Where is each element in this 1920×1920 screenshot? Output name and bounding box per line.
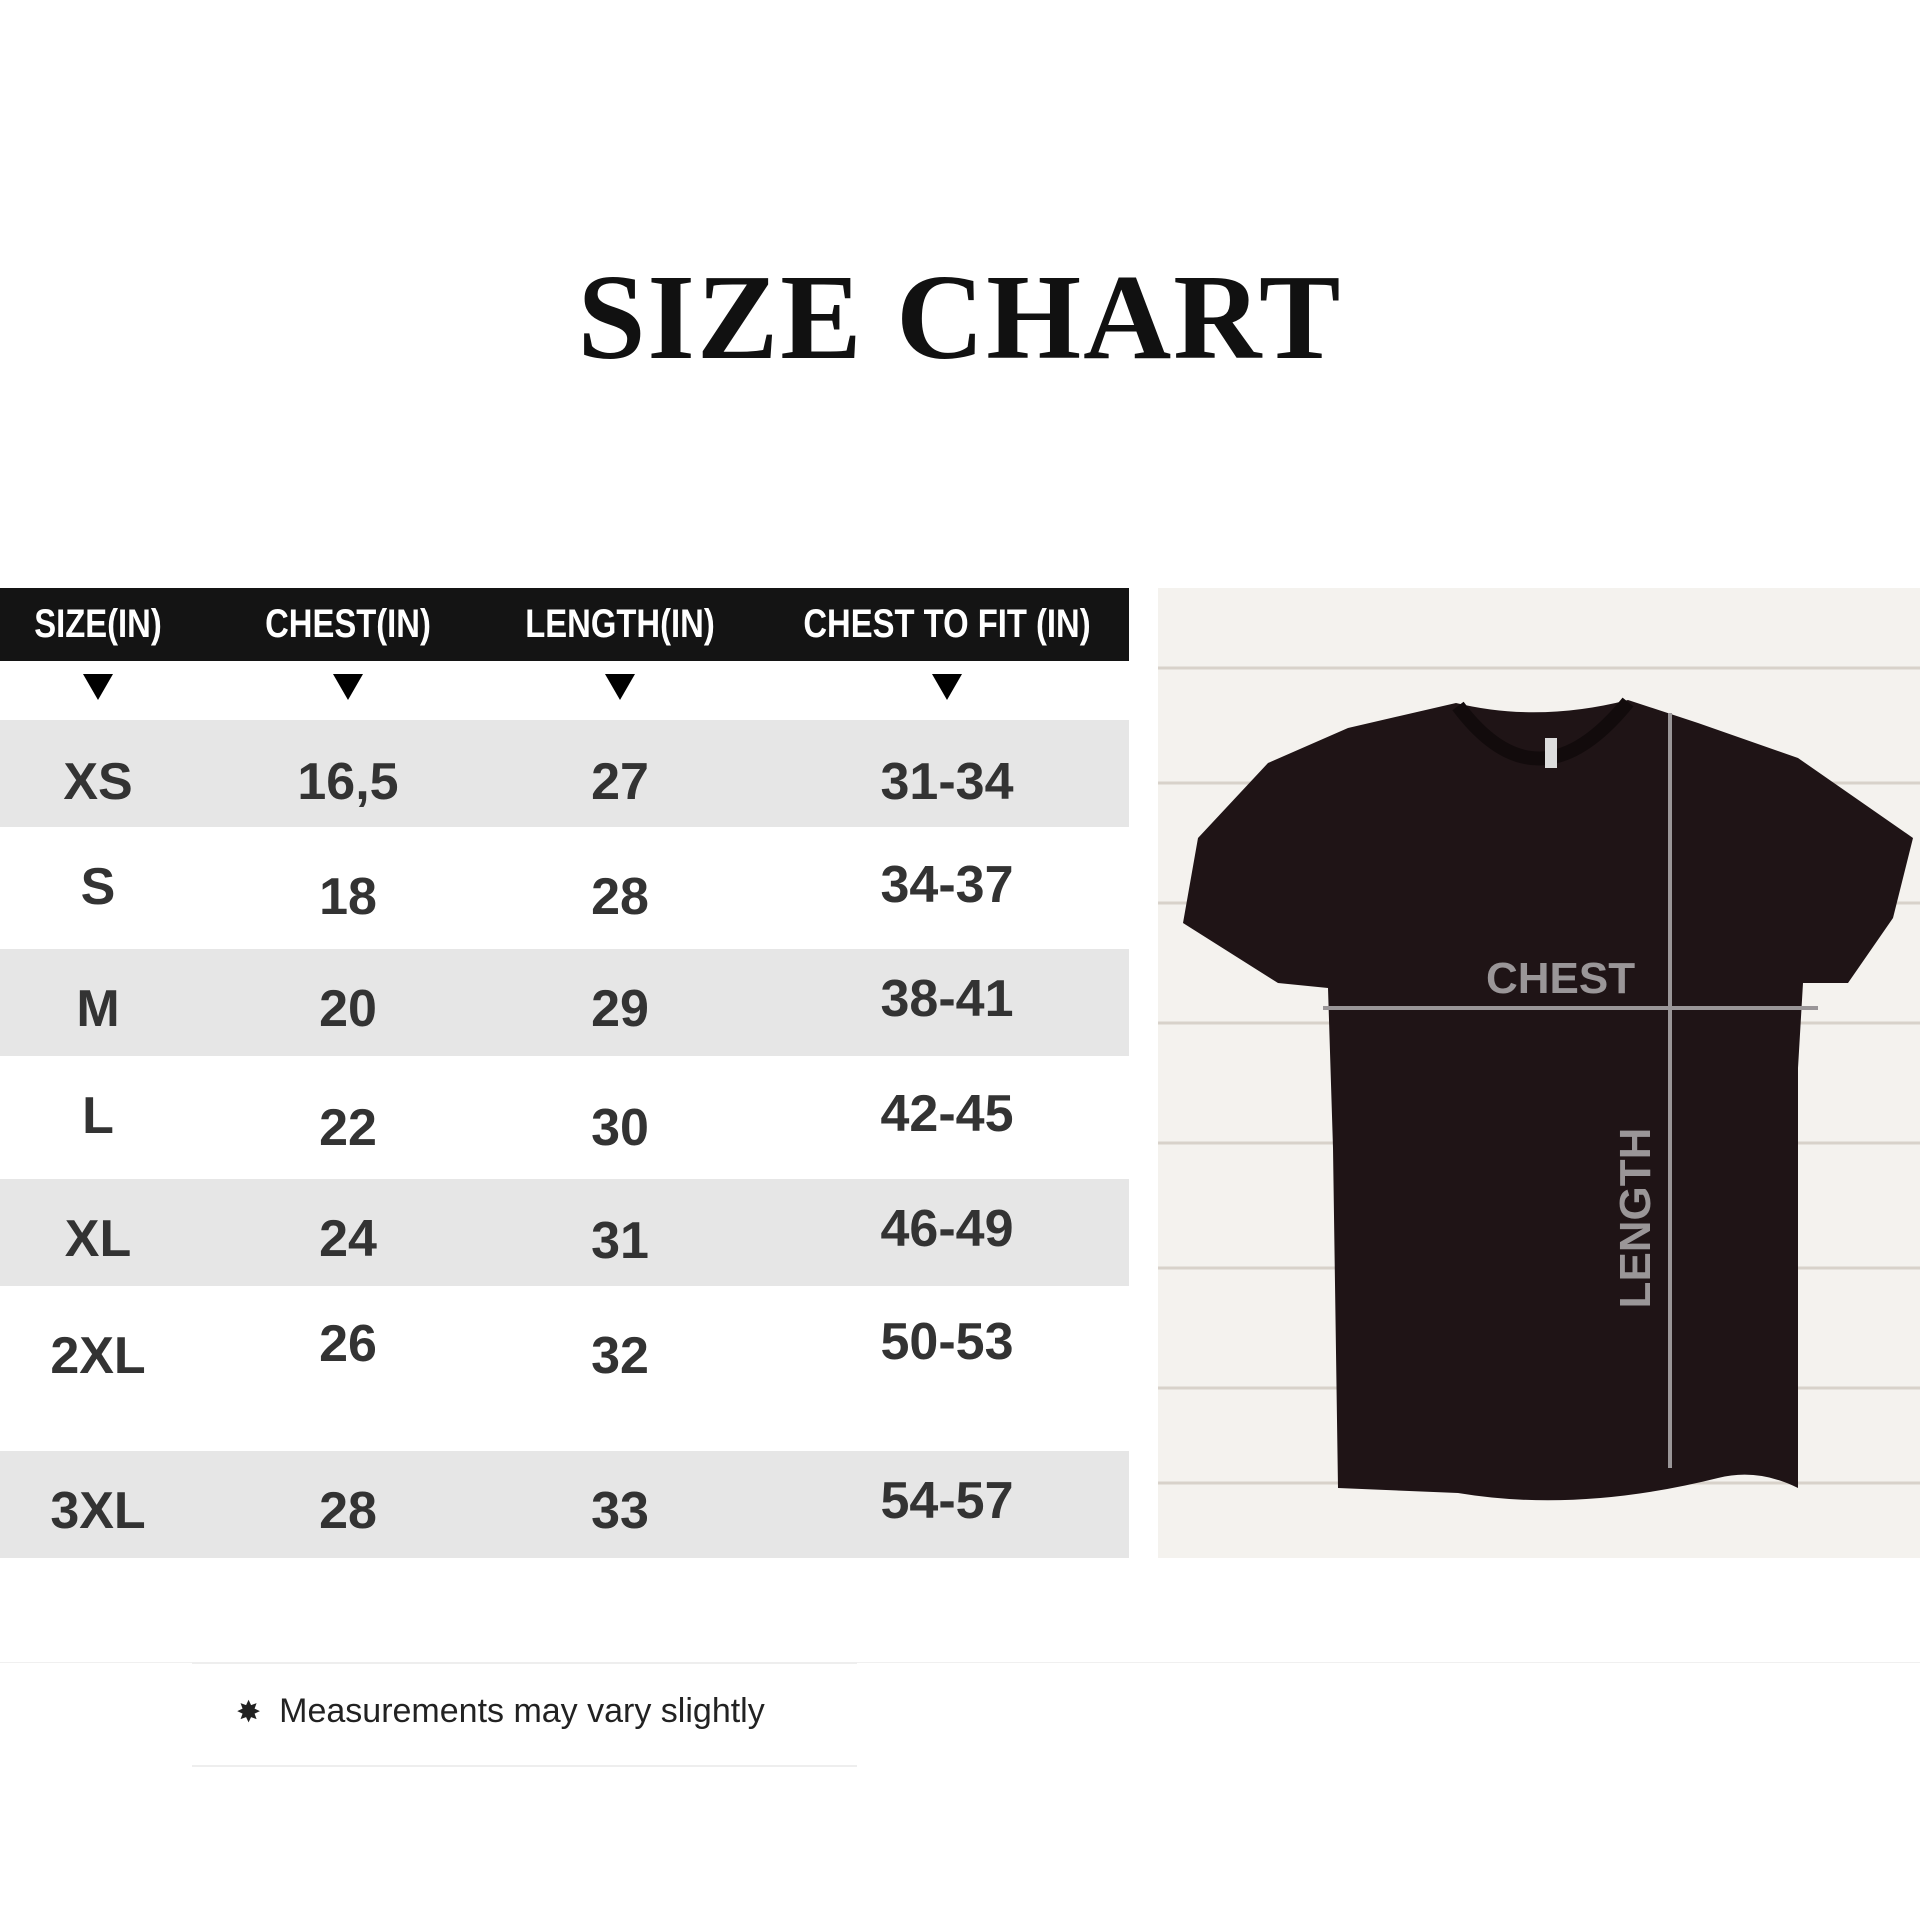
cell-size: XL xyxy=(64,1210,132,1268)
arrow-down-icon xyxy=(605,674,635,700)
cell-size: 2XL xyxy=(50,1327,146,1385)
cell-chest: 24 xyxy=(319,1210,377,1268)
cell-size: L xyxy=(82,1087,114,1145)
asterisk-star-icon: ✸ xyxy=(236,1696,262,1729)
footer-note-text: Measurements may vary slightly xyxy=(279,1692,765,1730)
cell-size: S xyxy=(80,858,116,916)
cell-chest-to-fit: 34-37 xyxy=(880,856,1014,914)
cell-chest: 16,5 xyxy=(297,753,399,811)
divider xyxy=(0,1662,1920,1663)
length-label: LENGTH xyxy=(1611,1128,1660,1309)
cell-length: 29 xyxy=(591,980,649,1038)
header-chest: CHEST(IN) xyxy=(265,602,431,646)
cell-chest: 20 xyxy=(319,980,377,1038)
page-title: SIZE CHART xyxy=(577,250,1343,385)
shirt-tag xyxy=(1545,738,1557,768)
cell-chest: 18 xyxy=(319,868,377,926)
cell-chest-to-fit: 38-41 xyxy=(880,970,1014,1028)
table-row: S 18 28 34-37 xyxy=(0,827,1129,949)
cell-chest-to-fit: 42-45 xyxy=(880,1085,1014,1143)
footer-note-box: ✸ Measurements may vary slightly xyxy=(192,1662,857,1767)
cell-length: 30 xyxy=(591,1099,649,1157)
table-row: 3XL 28 33 54-57 xyxy=(0,1451,1129,1558)
tshirt-measurement-photo: CHEST LENGTH xyxy=(1158,588,1920,1558)
cell-length: 31 xyxy=(591,1212,649,1270)
table-row: 2XL 26 32 50-53 xyxy=(0,1286,1129,1451)
table-row: XS 16,5 27 31-34 xyxy=(0,720,1129,827)
cell-length: 32 xyxy=(591,1327,649,1385)
header-length: LENGTH(IN) xyxy=(525,602,715,646)
table-row: L 22 30 42-45 xyxy=(0,1056,1129,1179)
tshirt-diagram: CHEST LENGTH xyxy=(1158,666,1920,1501)
footer-note: ✸ Measurements may vary slightly xyxy=(236,1692,765,1731)
cell-chest: 28 xyxy=(319,1482,377,1540)
cell-length: 33 xyxy=(591,1482,649,1540)
arrow-down-icon xyxy=(333,674,363,700)
cell-length: 28 xyxy=(591,868,649,926)
tshirt-shape xyxy=(1183,700,1913,1501)
cell-chest: 26 xyxy=(319,1315,377,1373)
cell-chest-to-fit: 54-57 xyxy=(880,1472,1014,1530)
cell-size: XS xyxy=(63,753,133,811)
table-row: XL 24 31 46-49 xyxy=(0,1179,1129,1286)
header-size: SIZE(IN) xyxy=(34,602,162,646)
arrow-down-icon xyxy=(83,674,113,700)
cell-chest: 22 xyxy=(319,1099,377,1157)
cell-size: M xyxy=(76,980,120,1038)
cell-chest-to-fit: 46-49 xyxy=(880,1200,1014,1258)
cell-size: 3XL xyxy=(50,1482,146,1540)
header-chest-to-fit: CHEST TO FIT (IN) xyxy=(803,602,1091,646)
cell-length: 27 xyxy=(591,753,649,811)
cell-chest-to-fit: 31-34 xyxy=(880,753,1014,811)
arrow-down-icon xyxy=(932,674,962,700)
table-header: SIZE(IN) CHEST(IN) LENGTH(IN) CHEST TO F… xyxy=(0,588,1129,661)
cell-chest-to-fit: 50-53 xyxy=(880,1313,1014,1371)
table-row: M 20 29 38-41 xyxy=(0,949,1129,1056)
chest-label: CHEST xyxy=(1486,954,1635,1003)
